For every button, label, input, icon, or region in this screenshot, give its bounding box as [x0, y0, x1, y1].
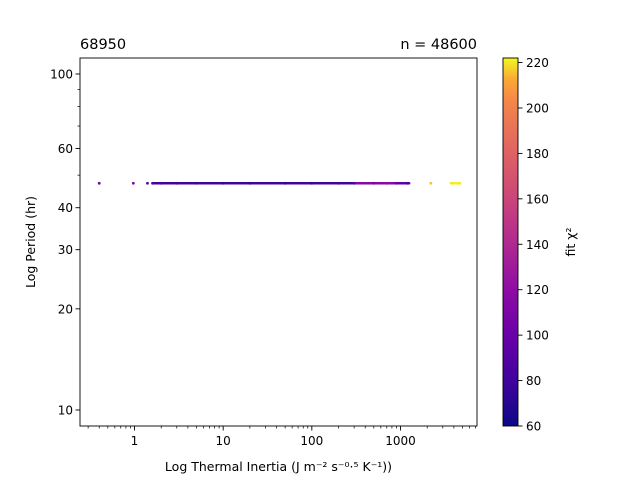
x-axis-label: Log Thermal Inertia (J m⁻² s⁻⁰·⁵ K⁻¹)) [165, 459, 392, 474]
scatter-point [221, 181, 225, 185]
colorbar-tick-label: 100 [526, 329, 549, 343]
scatter-point [283, 181, 287, 185]
colorbar-tick-label: 60 [526, 420, 541, 434]
y-axis-label: Log Period (hr) [23, 196, 38, 288]
y-tick-label: 30 [58, 243, 73, 257]
scatter-point [310, 181, 314, 185]
colorbar-label: fit χ² [563, 228, 578, 257]
y-tick-label: 40 [58, 201, 73, 215]
scatter-point [337, 181, 340, 185]
scatter-point [372, 181, 376, 185]
scatter-point [151, 181, 154, 185]
scatter-point [457, 181, 460, 185]
colorbar-tick-label: 200 [526, 101, 549, 115]
x-tick-label: 1000 [385, 434, 416, 448]
scatter-point [131, 181, 135, 185]
scatter-point [352, 181, 356, 185]
y-tick-label: 60 [58, 142, 73, 156]
y-tick-label: 10 [58, 404, 73, 418]
colorbar-tick-label: 140 [526, 238, 549, 252]
x-tick-label: 100 [300, 434, 323, 448]
colorbar-tick-label: 180 [526, 147, 549, 161]
colorbar-tick-label: 120 [526, 283, 549, 297]
y-tick-label: 100 [50, 68, 73, 82]
colorbar-tick-label: 220 [526, 56, 549, 70]
scatter-point [406, 181, 409, 185]
scatter-points [97, 181, 462, 185]
y-tick-label: 20 [58, 302, 73, 316]
colorbar: 60 80 100 120 140 160 180 200 220 fit χ² [502, 56, 578, 434]
colorbar-tick-label: 160 [526, 192, 549, 206]
scatter-point [385, 181, 389, 185]
x-axis-ticks: 1 10 100 1000 [87, 426, 476, 448]
colorbar-ticks: 60 80 100 120 140 160 180 200 220 [518, 56, 549, 434]
colorbar-tick-label: 80 [526, 374, 541, 388]
plot-area: 10 20 30 40 60 100 1 10 100 1000 [50, 57, 478, 448]
chart-title-left: 68950 [80, 37, 126, 53]
scatter-point [248, 181, 252, 185]
scatter-point [97, 181, 101, 185]
y-axis-ticks: 10 20 30 40 60 100 [50, 68, 80, 418]
scatter-point [146, 181, 149, 185]
scatter-point [159, 181, 163, 185]
chart-title-right: n = 48600 [400, 37, 477, 53]
colorbar-gradient [502, 57, 519, 427]
scatter-point [429, 181, 433, 185]
scatter-point [175, 181, 179, 185]
plot-frame [79, 57, 478, 427]
scatter-point [395, 181, 398, 185]
scatter-point [195, 181, 198, 185]
x-tick-label: 10 [216, 434, 231, 448]
x-tick-label: 1 [131, 434, 139, 448]
scatter-point [450, 181, 454, 185]
